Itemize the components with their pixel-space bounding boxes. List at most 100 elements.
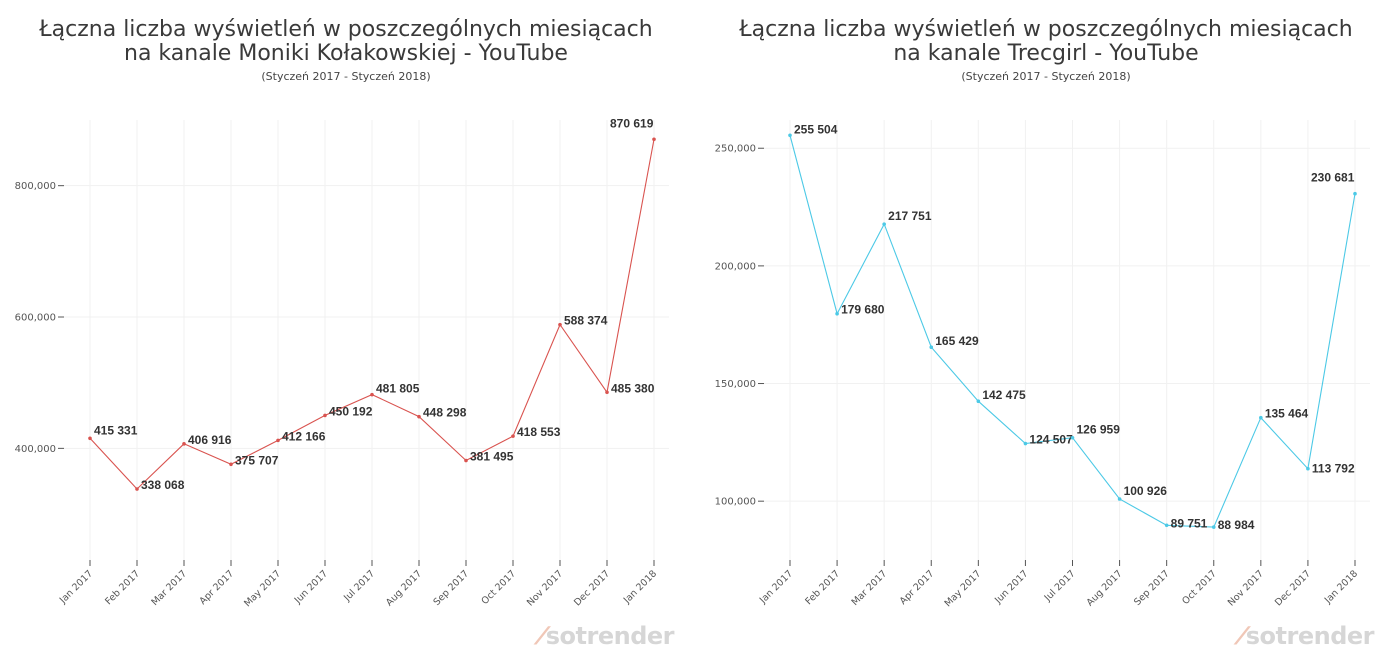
data-label: 89 751: [1171, 516, 1208, 530]
data-label: 217 751: [888, 209, 932, 223]
x-tick-label: Sep 2017: [1132, 568, 1172, 608]
y-tick-label: 800,000: [15, 181, 56, 192]
x-tick-label: Jun 2017: [992, 568, 1030, 606]
data-point: [605, 390, 609, 395]
chart-title-line-1: Łączna liczba wyświetleń w poszczególnyc…: [39, 17, 653, 42]
y-tick-label: 250,000: [715, 144, 756, 155]
data-point: [882, 222, 886, 226]
x-tick-label: Jan 2017: [57, 568, 95, 606]
chart-panel-monika: Łączna liczba wyświetleń w poszczególnyc…: [0, 0, 692, 668]
data-label: 179 680: [841, 303, 885, 317]
data-label: 255 504: [794, 122, 838, 136]
data-label: 450 192: [329, 404, 373, 418]
data-label: 100 926: [1124, 484, 1168, 498]
data-label: 406 916: [188, 433, 232, 447]
chart-panel-trecgirl: Łączna liczba wyświetleń w poszczególnyc…: [700, 0, 1385, 668]
data-label: 485 380: [611, 381, 655, 395]
data-point: [323, 413, 327, 418]
chart-subtitle: (Styczeń 2017 - Styczeń 2018): [961, 70, 1131, 83]
chart-title: Łączna liczba wyświetleń w poszczególnyc…: [0, 18, 692, 66]
data-label: 142 475: [982, 388, 1026, 402]
chart-title: Łączna liczba wyświetleń w poszczególnyc…: [700, 18, 1385, 66]
data-label: 338 068: [141, 478, 185, 492]
x-tick-label: Dec 2017: [572, 568, 612, 608]
x-tick-label: Oct 2017: [1180, 568, 1219, 607]
y-tick-label: 600,000: [15, 313, 56, 324]
data-point: [1211, 525, 1216, 529]
chart-title-line-2: na kanale Moniki Kołakowskiej - YouTube: [124, 41, 568, 66]
x-tick-label: Jul 2017: [341, 568, 377, 604]
chart-subtitle: (Styczeń 2017 - Styczeń 2018): [261, 70, 431, 83]
data-label: 165 429: [935, 334, 979, 348]
x-tick-label: Nov 2017: [525, 568, 565, 608]
line-chart-monika: 400,000 600,000 800,000 Jan 2017 Feb 2017 Mar…: [15, 116, 669, 609]
x-tick-label: Apr 2017: [197, 568, 236, 607]
data-point: [1117, 497, 1122, 501]
x-tick-label: Jan 2017: [757, 568, 795, 606]
data-point: [135, 487, 139, 491]
x-tick-label: Nov 2017: [1226, 568, 1266, 608]
x-tick-label: Jan 2018: [1322, 568, 1360, 606]
data-label: 375 707: [235, 453, 279, 467]
y-tick-label: 100,000: [715, 497, 756, 508]
data-point: [370, 392, 374, 397]
data-label: 415 331: [94, 423, 138, 437]
line-chart-trecgirl: 100,000 150,000 200,000 250,000 Jan 2017 Feb …: [715, 120, 1370, 609]
data-point: [1070, 435, 1075, 440]
data-label: 124 507: [1029, 433, 1073, 447]
data-point: [1353, 191, 1357, 196]
x-tick-label: Oct 2017: [479, 568, 518, 607]
x-tick-label: Mar 2017: [149, 568, 189, 608]
data-point: [511, 434, 515, 438]
x-tick-label: Aug 2017: [1085, 568, 1125, 608]
data-label: 113 792: [1312, 462, 1355, 476]
data-point: [182, 442, 186, 446]
x-tick-label: Jan 2018: [621, 568, 659, 606]
x-tick-label: Jun 2017: [292, 568, 330, 606]
sotrender-logo: ⁄sotrender: [540, 622, 674, 650]
data-label: 870 619: [610, 116, 654, 130]
x-tick-label: Apr 2017: [898, 568, 937, 607]
logo-text: sotrender: [1245, 622, 1375, 650]
data-label: 230 681: [1311, 171, 1355, 185]
x-tick-label: Dec 2017: [1273, 568, 1313, 608]
data-point: [652, 137, 656, 142]
data-point: [976, 399, 981, 404]
chart-title-line-1: Łączna liczba wyświetleń w poszczególnyc…: [739, 17, 1353, 42]
data-label: 481 805: [376, 382, 420, 396]
x-tick-label: Feb 2017: [803, 568, 842, 607]
x-tick-label: Aug 2017: [384, 568, 424, 608]
y-tick-label: 400,000: [15, 444, 56, 455]
data-point: [788, 133, 792, 138]
data-label: 126 959: [1077, 423, 1121, 437]
data-point: [1023, 441, 1028, 446]
data-point: [464, 458, 468, 463]
data-point: [835, 311, 839, 316]
chart-title-line-2: na kanale Trecgirl - YouTube: [893, 41, 1199, 66]
data-point: [1164, 523, 1169, 528]
data-point: [88, 436, 92, 441]
data-label: 588 374: [564, 314, 608, 328]
logo-text: sotrender: [545, 622, 675, 650]
y-tick-label: 150,000: [715, 379, 756, 390]
data-label: 412 166: [282, 429, 326, 443]
x-tick-label: May 2017: [242, 568, 283, 609]
data-point: [929, 345, 934, 350]
data-label: 448 298: [423, 406, 467, 420]
data-label: 418 553: [517, 425, 561, 439]
data-point: [1306, 466, 1310, 471]
data-point: [558, 322, 562, 327]
data-point: [1259, 415, 1263, 420]
x-tick-label: Jul 2017: [1042, 568, 1078, 604]
x-tick-label: Sep 2017: [431, 568, 471, 608]
x-tick-label: May 2017: [943, 568, 984, 609]
sotrender-logo: ⁄sotrender: [1240, 622, 1374, 650]
x-tick-label: Mar 2017: [850, 568, 890, 608]
y-tick-label: 200,000: [715, 261, 756, 272]
data-point: [417, 414, 421, 419]
data-point: [276, 438, 280, 443]
data-label: 381 495: [470, 450, 514, 464]
data-label: 135 464: [1265, 407, 1309, 421]
data-label: 88 984: [1218, 518, 1255, 532]
x-tick-label: Feb 2017: [103, 568, 142, 607]
